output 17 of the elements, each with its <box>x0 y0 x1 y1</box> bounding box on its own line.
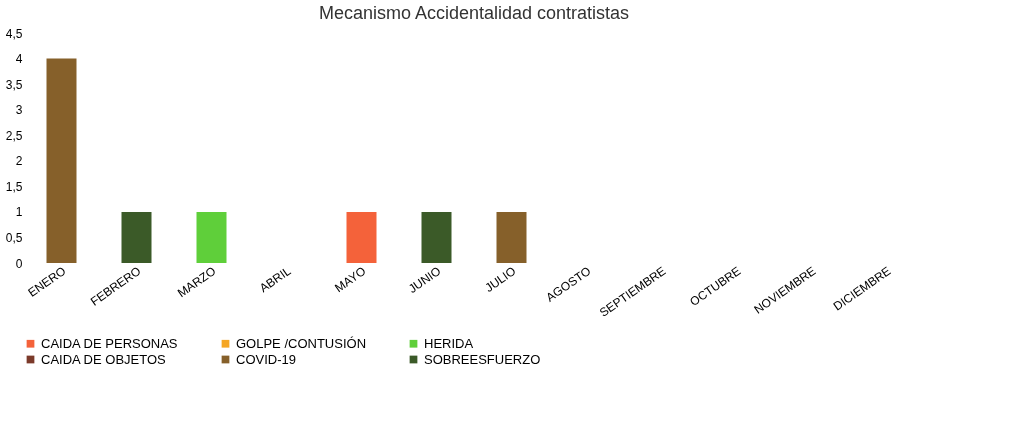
legend-label: SOBREESFUERZO <box>424 351 541 367</box>
chart-title: Mecanismo Accidentalidad contratistas <box>318 3 630 23</box>
y-tick-label: 2 <box>15 154 23 169</box>
y-tick-label: 3,5 <box>5 77 23 92</box>
y-tick-label: 0 <box>15 256 23 271</box>
y-tick-label: 3 <box>15 103 23 118</box>
legend-label: COVID-19 <box>236 351 296 367</box>
legend-label: GOLPE /CONTUSIÓN <box>236 335 367 351</box>
y-tick-label: 2,5 <box>5 128 23 143</box>
legend-label: CAIDA DE OBJETOS <box>41 351 167 367</box>
legend-label: CAIDA DE PERSONAS <box>41 335 178 351</box>
y-tick-label: 4,5 <box>5 26 23 41</box>
y-tick-label: 1 <box>15 205 23 220</box>
y-tick-label: 1,5 <box>5 179 23 194</box>
y-tick-label: 0,5 <box>5 230 23 245</box>
legend-label: HERIDA <box>424 335 474 351</box>
y-tick-label: 4 <box>15 52 23 67</box>
